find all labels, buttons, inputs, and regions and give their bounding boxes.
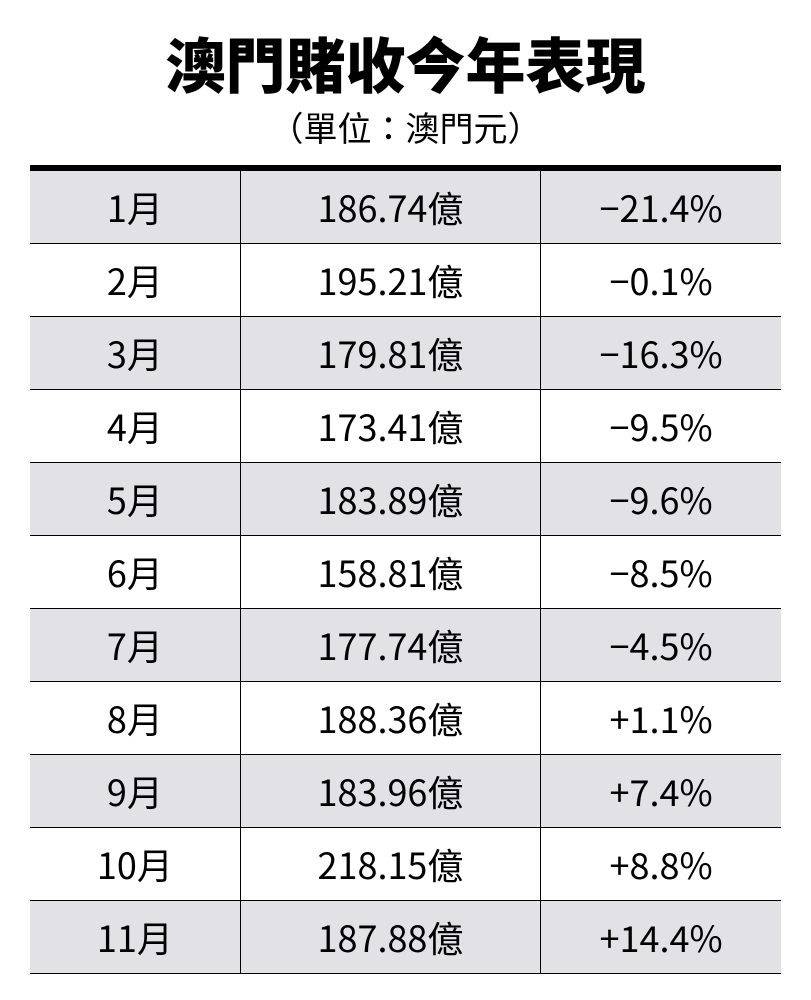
cell-month: 11月 bbox=[30, 901, 240, 974]
cell-month: 1月 bbox=[30, 168, 240, 244]
cell-change: −8.5% bbox=[541, 536, 781, 609]
cell-change: +8.8% bbox=[541, 828, 781, 901]
cell-month: 6月 bbox=[30, 536, 240, 609]
table-subtitle: （單位：澳門元） bbox=[30, 102, 781, 151]
cell-amount: 173.41億 bbox=[240, 390, 540, 463]
cell-amount: 186.74億 bbox=[240, 168, 540, 244]
cell-month: 8月 bbox=[30, 682, 240, 755]
table-row: 4月173.41億−9.5% bbox=[30, 390, 781, 463]
cell-amount: 187.88億 bbox=[240, 901, 540, 974]
table-row: 8月188.36億+1.1% bbox=[30, 682, 781, 755]
cell-change: +1.1% bbox=[541, 682, 781, 755]
cell-change: −0.1% bbox=[541, 244, 781, 317]
cell-amount: 188.36億 bbox=[240, 682, 540, 755]
table-row: 11月187.88億+14.4% bbox=[30, 901, 781, 974]
cell-amount: 183.96億 bbox=[240, 755, 540, 828]
cell-change: +14.4% bbox=[541, 901, 781, 974]
cell-amount: 218.15億 bbox=[240, 828, 540, 901]
cell-month: 10月 bbox=[30, 828, 240, 901]
table-row: 10月218.15億+8.8% bbox=[30, 828, 781, 901]
cell-change: +7.4% bbox=[541, 755, 781, 828]
revenue-table: 1月186.74億−21.4%2月195.21億−0.1%3月179.81億−1… bbox=[30, 165, 781, 974]
table-row: 9月183.96億+7.4% bbox=[30, 755, 781, 828]
cell-change: −21.4% bbox=[541, 168, 781, 244]
table-row: 6月158.81億−8.5% bbox=[30, 536, 781, 609]
cell-month: 7月 bbox=[30, 609, 240, 682]
table-title: 澳門賭收今年表現 bbox=[30, 30, 781, 96]
cell-month: 2月 bbox=[30, 244, 240, 317]
cell-change: −9.5% bbox=[541, 390, 781, 463]
cell-month: 9月 bbox=[30, 755, 240, 828]
cell-month: 5月 bbox=[30, 463, 240, 536]
cell-amount: 195.21億 bbox=[240, 244, 540, 317]
cell-amount: 179.81億 bbox=[240, 317, 540, 390]
table-row: 2月195.21億−0.1% bbox=[30, 244, 781, 317]
cell-month: 3月 bbox=[30, 317, 240, 390]
table-row: 5月183.89億−9.6% bbox=[30, 463, 781, 536]
cell-change: −4.5% bbox=[541, 609, 781, 682]
table-row: 1月186.74億−21.4% bbox=[30, 168, 781, 244]
table-row: 3月179.81億−16.3% bbox=[30, 317, 781, 390]
cell-change: −16.3% bbox=[541, 317, 781, 390]
cell-amount: 158.81億 bbox=[240, 536, 540, 609]
cell-amount: 177.74億 bbox=[240, 609, 540, 682]
cell-amount: 183.89億 bbox=[240, 463, 540, 536]
cell-month: 4月 bbox=[30, 390, 240, 463]
table-row: 7月177.74億−4.5% bbox=[30, 609, 781, 682]
cell-change: −9.6% bbox=[541, 463, 781, 536]
